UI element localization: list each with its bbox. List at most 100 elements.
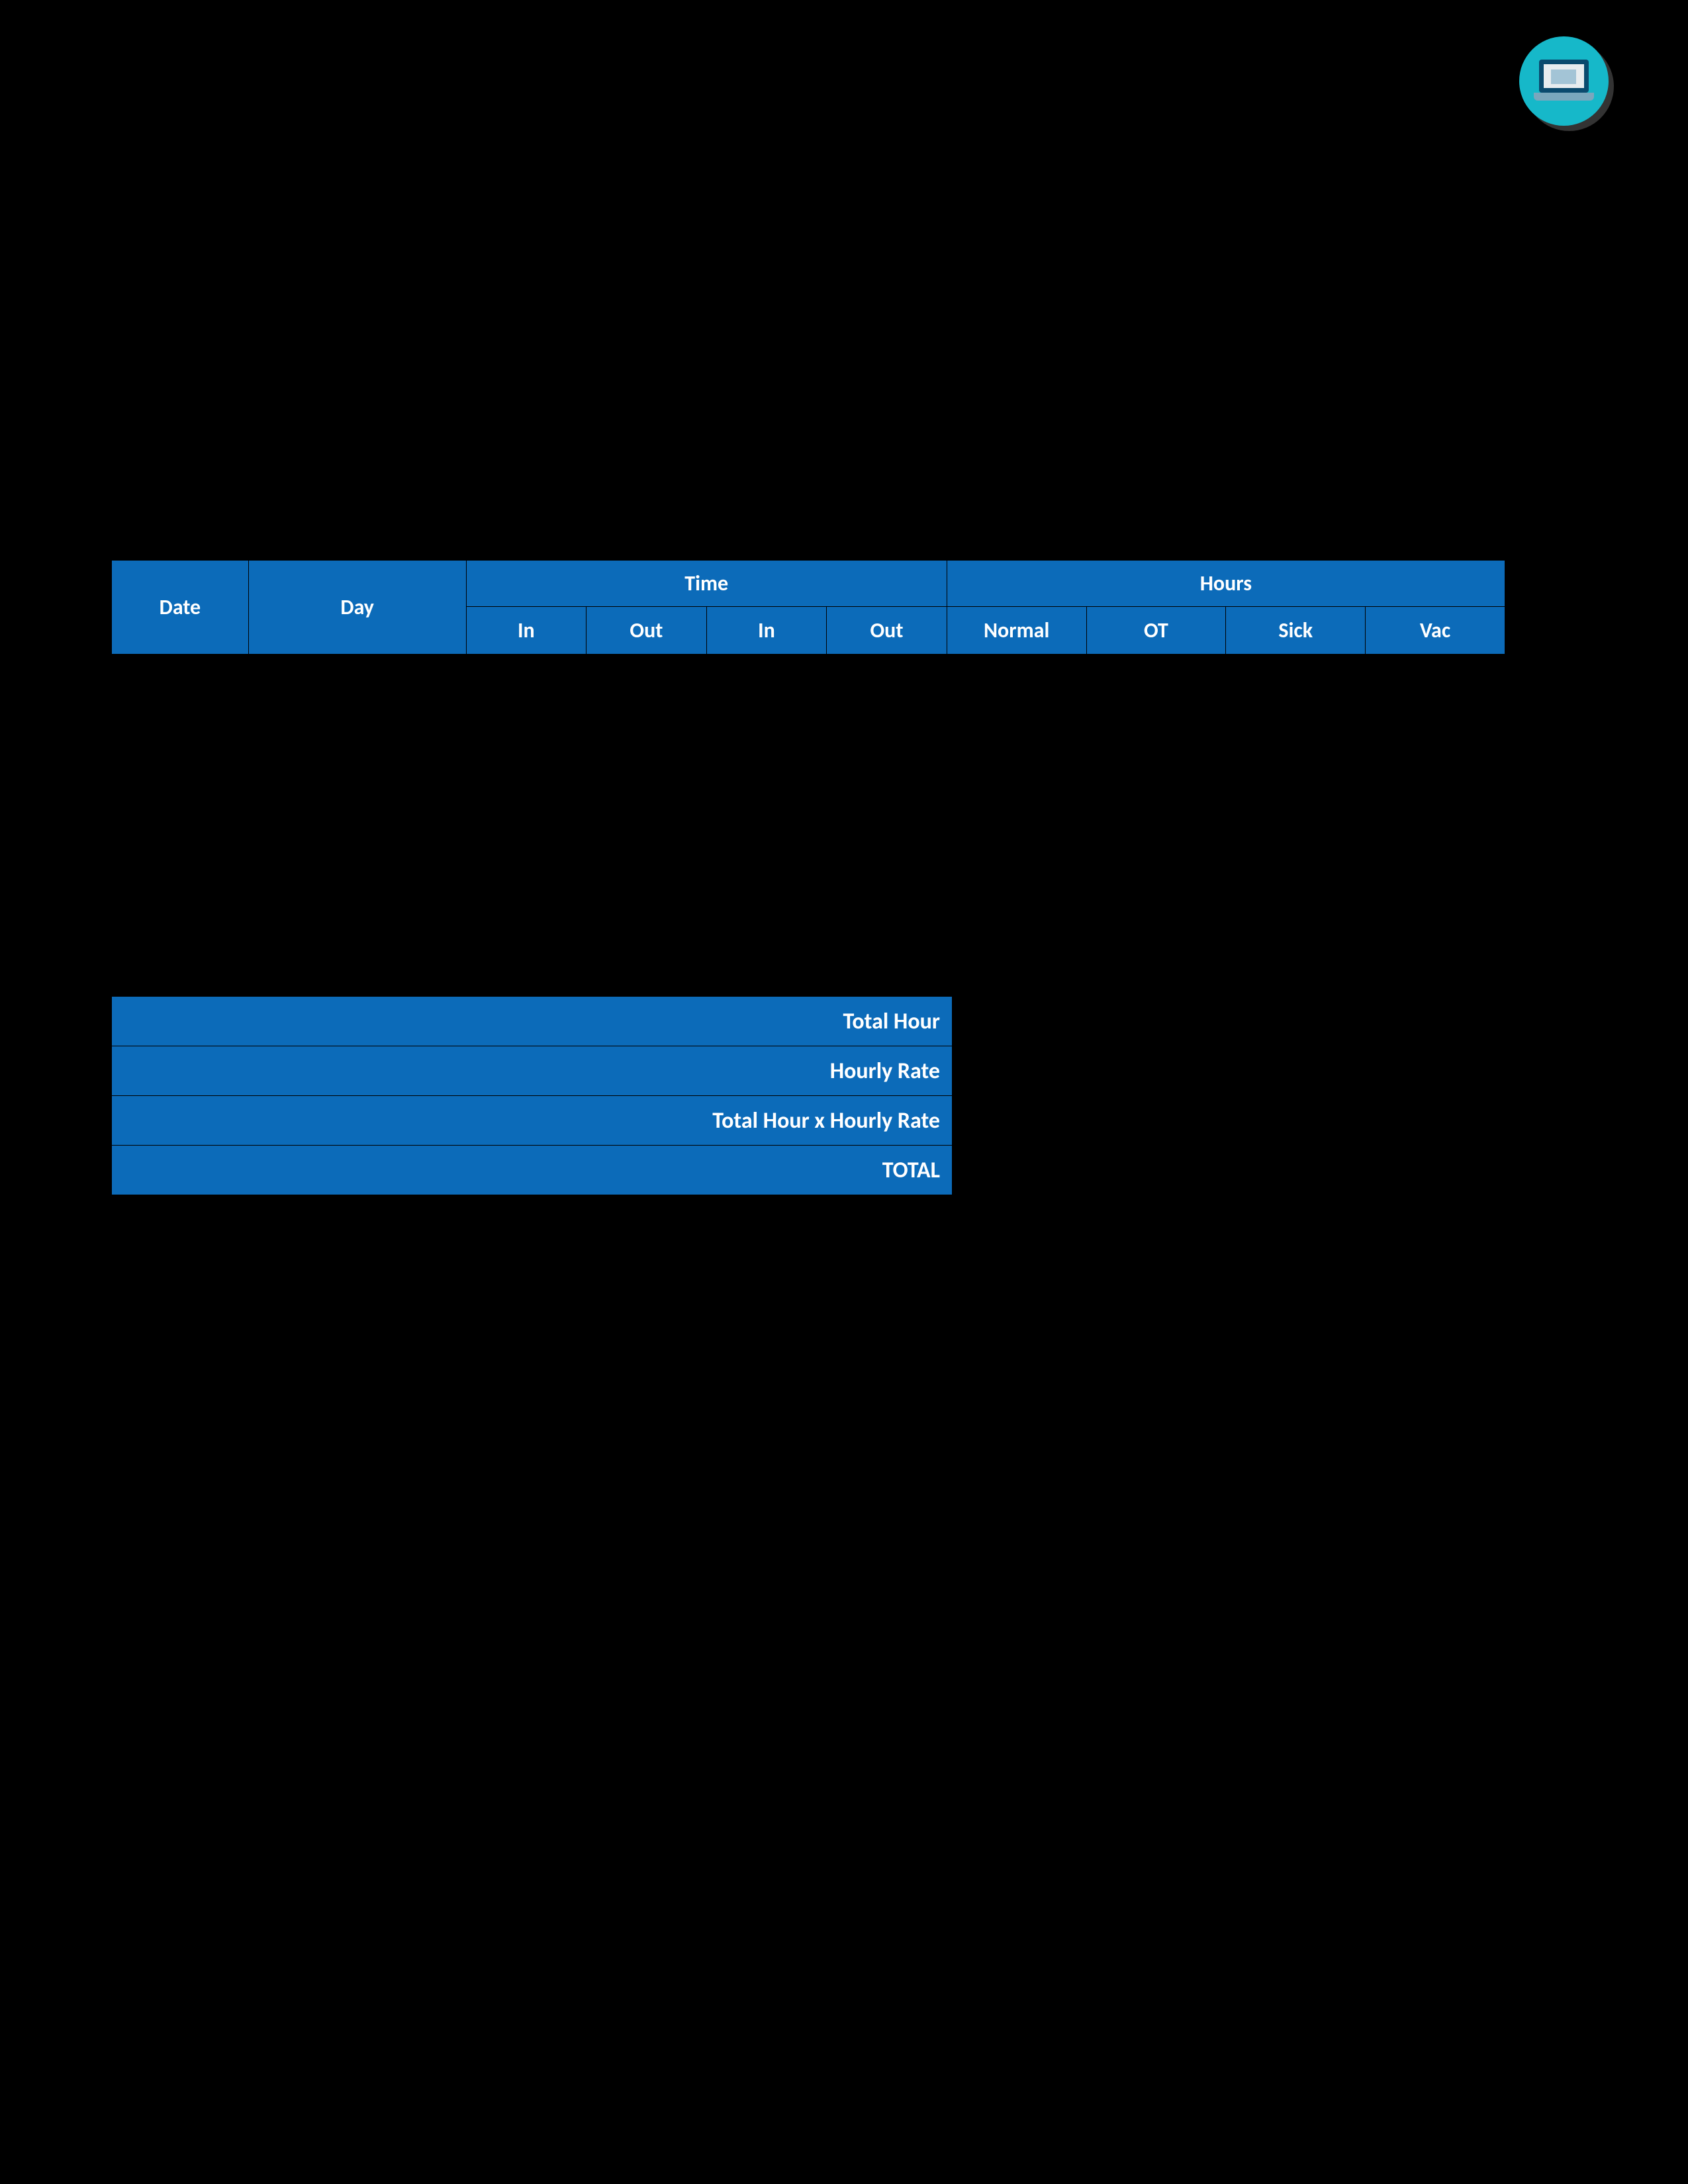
timesheet-cell[interactable] — [827, 655, 947, 702]
timesheet-cell[interactable] — [947, 702, 1086, 750]
laptop-base-icon — [1534, 93, 1594, 101]
timesheet-cell[interactable] — [248, 702, 466, 750]
timesheet-cell[interactable] — [827, 893, 947, 940]
timesheet-page: Date Day Time Hours In Out In Out Normal… — [0, 0, 1688, 2184]
timesheet-header: Date Day Time Hours In Out In Out Normal… — [112, 561, 1505, 655]
timesheet-cell[interactable] — [1366, 893, 1505, 940]
header-hours-vac: Vac — [1366, 607, 1505, 655]
timesheet-cell[interactable] — [1226, 893, 1366, 940]
timesheet-row — [112, 750, 1505, 797]
timesheet-cell[interactable] — [706, 655, 827, 702]
timesheet-cell[interactable] — [1226, 750, 1366, 797]
timesheet-cell[interactable] — [466, 702, 586, 750]
timesheet-cell[interactable] — [706, 750, 827, 797]
timesheet-cell[interactable] — [466, 655, 586, 702]
timesheet-cell[interactable] — [1086, 797, 1226, 845]
timesheet-cell[interactable] — [947, 797, 1086, 845]
header-date: Date — [112, 561, 249, 655]
timesheet-cell[interactable] — [947, 940, 1086, 988]
timesheet-cell[interactable] — [827, 797, 947, 845]
header-time-in-2: In — [706, 607, 827, 655]
laptop-mail-icon — [1551, 69, 1576, 84]
timesheet-row — [112, 797, 1505, 845]
header-hours: Hours — [947, 561, 1505, 607]
timesheet-cell[interactable] — [706, 702, 827, 750]
timesheet-cell[interactable] — [466, 750, 586, 797]
timesheet-cell[interactable] — [947, 750, 1086, 797]
timesheet-cell[interactable] — [586, 702, 707, 750]
timesheet-cell[interactable] — [1086, 750, 1226, 797]
timesheet-cell[interactable] — [112, 797, 249, 845]
timesheet-cell[interactable] — [466, 845, 586, 893]
timesheet-cell[interactable] — [112, 845, 249, 893]
timesheet-cell[interactable] — [112, 702, 249, 750]
timesheet-cell[interactable] — [586, 940, 707, 988]
timesheet-row — [112, 893, 1505, 940]
timesheet-cell[interactable] — [1226, 940, 1366, 988]
timesheet-cell[interactable] — [1086, 845, 1226, 893]
timesheet-cell[interactable] — [248, 797, 466, 845]
header-time: Time — [466, 561, 947, 607]
timesheet-cell[interactable] — [827, 702, 947, 750]
timesheet-cell[interactable] — [706, 797, 827, 845]
summary-label-total-times-rate: Total Hour x Hourly Rate — [112, 1096, 953, 1146]
timesheet-cell[interactable] — [827, 845, 947, 893]
timesheet-cell[interactable] — [827, 750, 947, 797]
timesheet-cell[interactable] — [248, 940, 466, 988]
timesheet-cell[interactable] — [1366, 797, 1505, 845]
timesheet-cell[interactable] — [112, 655, 249, 702]
timesheet-cell[interactable] — [466, 797, 586, 845]
timesheet-cell[interactable] — [947, 893, 1086, 940]
timesheet-cell[interactable] — [586, 750, 707, 797]
timesheet-cell[interactable] — [586, 655, 707, 702]
timesheet-cell[interactable] — [586, 893, 707, 940]
summary-label-hourly-rate: Hourly Rate — [112, 1046, 953, 1096]
timesheet-cell[interactable] — [1366, 750, 1505, 797]
timesheet-cell[interactable] — [1226, 845, 1366, 893]
timesheet-cell[interactable] — [1086, 655, 1226, 702]
timesheet-body — [112, 655, 1505, 988]
timesheet-cell[interactable] — [248, 845, 466, 893]
timesheet-table: Date Day Time Hours In Out In Out Normal… — [111, 560, 1505, 988]
timesheet-cell[interactable] — [586, 845, 707, 893]
timesheet-cell[interactable] — [1086, 702, 1226, 750]
laptop-icon — [1519, 36, 1615, 132]
timesheet-header-row-1: Date Day Time Hours — [112, 561, 1505, 607]
timesheet-cell[interactable] — [706, 893, 827, 940]
timesheet-cell[interactable] — [586, 797, 707, 845]
timesheet-cell[interactable] — [1226, 797, 1366, 845]
timesheet-cell[interactable] — [112, 893, 249, 940]
timesheet-cell[interactable] — [112, 940, 249, 988]
timesheet-cell[interactable] — [1086, 940, 1226, 988]
timesheet-cell[interactable] — [466, 893, 586, 940]
summary-table: Total Hour Hourly Rate Total Hour x Hour… — [111, 996, 953, 1195]
timesheet-cell[interactable] — [466, 940, 586, 988]
timesheet-cell[interactable] — [1226, 702, 1366, 750]
timesheet-cell[interactable] — [947, 845, 1086, 893]
header-time-out-2: Out — [827, 607, 947, 655]
timesheet-cell[interactable] — [706, 845, 827, 893]
timesheet-cell[interactable] — [248, 893, 466, 940]
header-hours-sick: Sick — [1226, 607, 1366, 655]
timesheet-cell[interactable] — [1226, 655, 1366, 702]
header-time-out-1: Out — [586, 607, 707, 655]
timesheet-cell[interactable] — [827, 940, 947, 988]
timesheet-cell[interactable] — [1086, 893, 1226, 940]
timesheet-row — [112, 655, 1505, 702]
header-day: Day — [248, 561, 466, 655]
summary-row-total-times-rate: Total Hour x Hourly Rate — [112, 1096, 953, 1146]
timesheet-cell[interactable] — [112, 750, 249, 797]
timesheet-cell[interactable] — [248, 750, 466, 797]
timesheet-cell[interactable] — [1366, 845, 1505, 893]
timesheet-cell[interactable] — [1366, 702, 1505, 750]
timesheet-cell[interactable] — [706, 940, 827, 988]
summary-row-hourly-rate: Hourly Rate — [112, 1046, 953, 1096]
header-hours-normal: Normal — [947, 607, 1086, 655]
timesheet-cell[interactable] — [947, 655, 1086, 702]
timesheet-cell[interactable] — [1366, 655, 1505, 702]
summary-row-total-hour: Total Hour — [112, 997, 953, 1046]
timesheet-row — [112, 845, 1505, 893]
header-time-in-1: In — [466, 607, 586, 655]
timesheet-cell[interactable] — [1366, 940, 1505, 988]
timesheet-cell[interactable] — [248, 655, 466, 702]
